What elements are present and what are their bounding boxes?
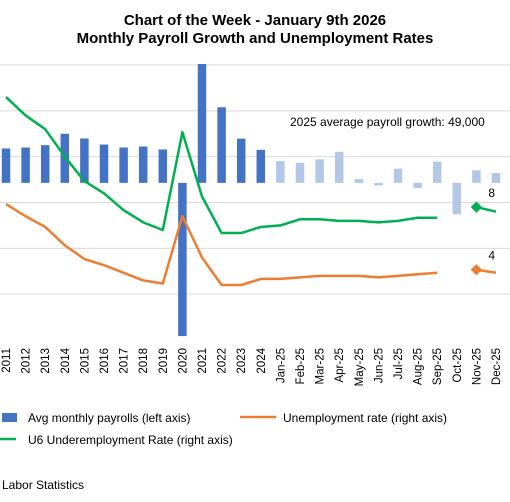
legend-label-payrolls: Avg monthly payrolls (left axis) [28, 411, 191, 425]
legend-label-u6: U6 Underemployment Rate (right axis) [28, 433, 233, 447]
x-tick-label: 2023 [236, 348, 248, 374]
payroll-bar-2023 [236, 138, 246, 183]
x-tick-label: Apr-25 [334, 348, 346, 383]
annotation-payroll-average: 2025 average payroll growth: 49,000 [290, 115, 485, 129]
payroll-bar-oct-25 [452, 182, 462, 215]
x-tick-label: Mar-25 [315, 348, 327, 384]
x-tick-label: 2022 [217, 348, 229, 374]
x-tick-label: Jan-25 [275, 348, 287, 383]
x-tick-label: 2015 [79, 348, 91, 374]
payroll-bar-apr-25 [334, 151, 344, 183]
x-tick-label: 2019 [158, 348, 170, 374]
payroll-bar-2022 [217, 107, 226, 183]
payroll-bar-2012 [21, 147, 30, 183]
u6-end-label: 8 [488, 186, 495, 200]
legend: Avg monthly payrolls (left axis) Unemplo… [0, 411, 447, 447]
payroll-bar-jun-25 [374, 182, 383, 186]
unemployment-line [5, 202, 438, 287]
payroll-bars [1, 64, 501, 337]
legend-swatch-payrolls [2, 413, 17, 422]
payroll-bar-dec-25 [491, 173, 501, 183]
payroll-bar-2018 [138, 146, 148, 183]
x-tick-label: 2018 [138, 348, 150, 374]
chart-title-block: Chart of the Week - January 9th 2026 Mon… [0, 12, 510, 48]
x-tick-label: 2016 [99, 348, 111, 374]
payroll-bar-aug-25 [413, 182, 422, 188]
x-tick-label: May-25 [354, 348, 366, 386]
payroll-bar-2020 [178, 182, 187, 337]
x-tick-label: 2011 [1, 348, 13, 373]
payroll-bar-may-25 [354, 179, 364, 183]
payroll-bar-2024 [256, 149, 266, 183]
payroll-bar-2017 [119, 147, 128, 183]
payroll-bar-2011 [1, 148, 11, 183]
x-tick-label: Jul-25 [393, 348, 405, 379]
payroll-bar-sep-25 [432, 161, 442, 183]
x-tick-label: 2021 [197, 348, 209, 374]
x-tick-label: Nov-25 [471, 348, 483, 385]
x-tick-labels: 2011 2012 2013 2014 2015 2016 2017 2018 2019 2020… [1, 347, 503, 386]
x-tick-label: Dec-25 [491, 348, 503, 385]
rate-lines: 84 [5, 96, 497, 287]
x-tick-label: 2014 [60, 347, 72, 373]
u6-line [5, 96, 438, 235]
payroll-bar-jan-25 [276, 161, 285, 183]
payroll-bar-2019 [158, 149, 168, 183]
x-tick-label: 2017 [119, 348, 131, 374]
unemployment-marker [470, 264, 483, 276]
chart-title: Chart of the Week - January 9th 2026 [123, 12, 387, 29]
payroll-bar-2015 [80, 138, 89, 183]
payroll-bar-jul-25 [393, 168, 403, 183]
x-tick-label: Jun-25 [373, 348, 385, 383]
u6-marker [470, 201, 483, 213]
payroll-bar-nov-25 [472, 170, 481, 183]
x-tick-label: Sep-25 [432, 348, 444, 385]
payroll-bar-2021 [197, 64, 207, 183]
payroll-bar-mar-25 [315, 159, 324, 183]
source-note: Labor Statistics [2, 478, 85, 492]
x-tick-label: Feb-25 [295, 348, 307, 384]
x-tick-label: Aug-25 [413, 348, 425, 385]
x-tick-label: 2020 [177, 348, 189, 374]
unemployment-end-label: 4 [488, 249, 495, 263]
x-tick-label: 2024 [256, 347, 268, 373]
payroll-bar-feb-25 [295, 162, 305, 183]
legend-label-unemployment: Unemployment rate (right axis) [283, 411, 447, 425]
payroll-bar-2013 [40, 145, 50, 183]
chart-subtitle: Monthly Payroll Growth and Unemployment … [76, 30, 434, 47]
payroll-bar-2016 [99, 144, 109, 183]
x-tick-label: Oct-25 [452, 348, 464, 383]
x-tick-label: 2012 [21, 348, 33, 374]
x-tick-label: 2013 [40, 348, 52, 374]
